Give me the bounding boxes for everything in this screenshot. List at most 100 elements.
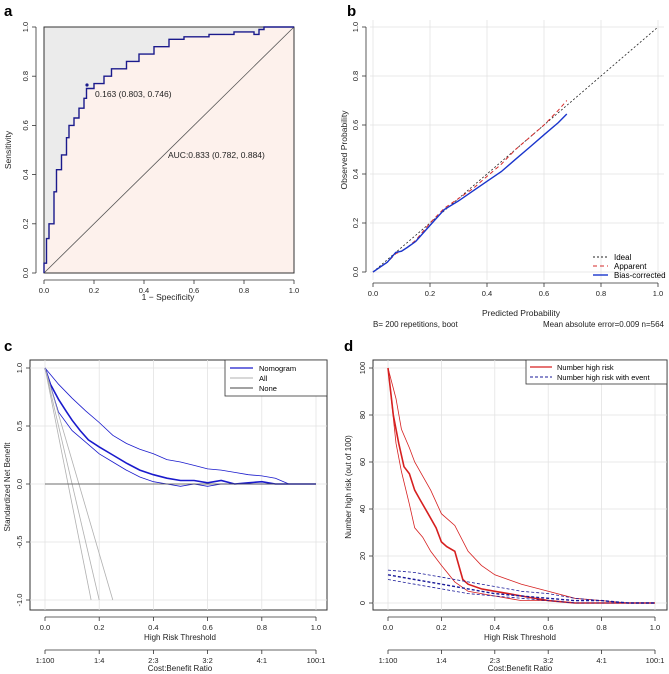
x-tick-label: 0.0	[368, 289, 378, 298]
x-tick-label: 0.8	[239, 286, 249, 295]
legend-label-none: None	[259, 384, 277, 393]
x-axis-label: Predicted Probability	[482, 308, 561, 318]
apparent-line	[372, 100, 568, 273]
secondary-x-tick-label: 1:4	[94, 656, 104, 665]
legend-label-bias-corrected: Bias-corrected	[614, 271, 666, 280]
x-tick-label: 1.0	[653, 289, 663, 298]
x-tick-label: 0.4	[139, 286, 149, 295]
y-tick-label: 0.0	[15, 479, 24, 489]
legend-label-ideal: Ideal	[614, 253, 632, 262]
y-tick-label: 0	[358, 601, 367, 605]
x-tick-label: 0.4	[490, 623, 500, 632]
bias-corrected-line	[372, 113, 568, 273]
series-with-event-upper	[387, 569, 655, 604]
cutoff-point	[85, 83, 89, 87]
x-tick-label: 0.6	[189, 286, 199, 295]
secondary-x-tick-label: 3:2	[202, 656, 212, 665]
x-tick-label: 0.2	[425, 289, 435, 298]
y-axis-label: Sensitivity	[3, 130, 13, 169]
plot-frame	[29, 359, 328, 611]
y-axis-label: Standardized Net Benefit	[3, 442, 12, 532]
x-tick-label: 0.2	[89, 286, 99, 295]
x-tick-label: 0.8	[596, 623, 606, 632]
x-tick-label: 0.0	[40, 623, 50, 632]
secondary-x-tick-label: 100:1	[307, 656, 326, 665]
legend: Number high risk Number high risk with e…	[525, 359, 668, 385]
x-axis-label: High Risk Threshold	[144, 633, 216, 642]
y-axis-label: Number high risk (out of 100)	[344, 435, 353, 539]
secondary-x-tick-label: 1:4	[436, 656, 446, 665]
y-tick-label: 0.0	[351, 267, 360, 277]
panel-letter-d: d	[344, 338, 353, 355]
legend-label-apparent: Apparent	[614, 262, 647, 271]
x-tick-label: 0.6	[202, 623, 212, 632]
ideal-line	[372, 26, 659, 273]
y-tick-label: 0.4	[21, 169, 30, 179]
y-tick-label: 60	[358, 458, 367, 466]
panel-letter-c: c	[4, 338, 12, 355]
y-tick-label: -0.5	[15, 536, 24, 549]
legend-label-with-event: Number high risk with event	[557, 373, 650, 382]
series-nomogram	[44, 367, 316, 485]
y-axis-label: Observed Probability	[339, 110, 349, 190]
y-tick-label: 1.0	[15, 363, 24, 373]
series-nomogram-upper	[44, 367, 290, 485]
legend-label-nomogram: Nomogram	[259, 364, 296, 373]
reference-diagonal	[43, 26, 295, 274]
y-tick-label: 1.0	[21, 22, 30, 32]
footer-left: B= 200 repetitions, boot	[373, 320, 459, 329]
series-number-high-risk-upper	[387, 367, 655, 604]
secondary-x-tick-label: 4:1	[596, 656, 606, 665]
panel-letter-b: b	[347, 3, 356, 20]
y-tick-label: 0.8	[21, 71, 30, 81]
x-tick-label: 0.2	[94, 623, 104, 632]
legend-label-number-high-risk: Number high risk	[557, 363, 614, 372]
y-tick-label: 0.2	[21, 219, 30, 229]
secondary-x-tick-label: 3:2	[543, 656, 553, 665]
legend-box	[525, 359, 668, 385]
y-tick-label: 0.5	[15, 421, 24, 431]
x-tick-label: 0.6	[539, 289, 549, 298]
x-tick-label: 0.4	[148, 623, 158, 632]
x-tick-label: 0.8	[257, 623, 267, 632]
secondary-x-axis-label: Cost:Benefit Ratio	[488, 664, 553, 673]
y-tick-label: 80	[358, 411, 367, 419]
series-number-high-risk-lower	[387, 367, 655, 604]
y-tick-label: 0.4	[351, 169, 360, 179]
series-number-high-risk	[387, 367, 655, 604]
secondary-x-tick-label: 4:1	[257, 656, 267, 665]
auc-annotation: AUC:0.833 (0.782, 0.884)	[168, 150, 265, 160]
y-tick-label: -1.0	[15, 594, 24, 607]
cutoff-annotation: 0.163 (0.803, 0.746)	[95, 89, 172, 99]
panel-c: c 0.0 0.2 0.4 0.6 0.8 1.0 -1.0 -0.5 0.0 0.5 1.0 1:1…	[3, 338, 328, 673]
panel-d: d 0.0 0.2 0.4 0.6 0.8 1.0 0 20 40 60 80 100 1:100 1:4…	[344, 338, 668, 673]
panel-b: b 0.0 0.2 0.4 0.6 0.8 1.0 0.0 0.2 0.4 0.6 0.8 1.0 I…	[339, 3, 666, 329]
x-tick-label: 1.0	[311, 623, 321, 632]
y-tick-label: 20	[358, 552, 367, 560]
roc-area-above	[44, 27, 294, 273]
plot-frame	[372, 359, 668, 611]
y-tick-label: 40	[358, 505, 367, 513]
secondary-x-tick-label: 1:100	[36, 656, 55, 665]
secondary-x-tick-label: 1:100	[379, 656, 398, 665]
panel-letter-a: a	[4, 3, 13, 20]
legend-label-all: All	[259, 374, 268, 383]
x-tick-label: 0.4	[482, 289, 492, 298]
legend: Ideal Apparent Bias-corrected	[593, 253, 666, 280]
secondary-x-tick-label: 2:3	[490, 656, 500, 665]
x-tick-label: 0.6	[543, 623, 553, 632]
x-tick-label: 0.0	[39, 286, 49, 295]
x-tick-label: 1.0	[650, 623, 660, 632]
y-tick-label: 1.0	[351, 22, 360, 32]
x-axis-label: High Risk Threshold	[484, 633, 556, 642]
x-tick-label: 0.0	[383, 623, 393, 632]
y-tick-label: 0.8	[351, 71, 360, 81]
y-tick-label: 0.6	[21, 120, 30, 130]
y-tick-label: 0.6	[351, 120, 360, 130]
legend: Nomogram All None	[224, 359, 328, 397]
series-number-high-risk-with-event	[387, 574, 655, 604]
footer-right: Mean absolute error=0.009 n=564	[543, 320, 665, 329]
plot-frame	[43, 26, 295, 274]
y-tick-label: 0.2	[351, 218, 360, 228]
